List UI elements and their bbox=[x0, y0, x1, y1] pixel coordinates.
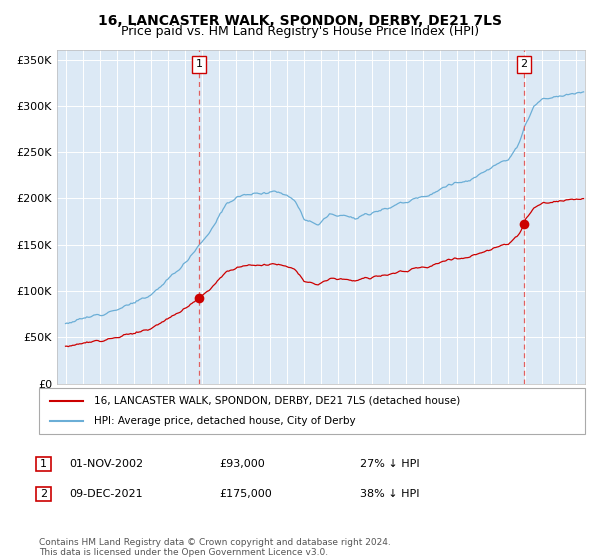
Text: Contains HM Land Registry data © Crown copyright and database right 2024.
This d: Contains HM Land Registry data © Crown c… bbox=[39, 538, 391, 557]
Text: 09-DEC-2021: 09-DEC-2021 bbox=[69, 489, 143, 499]
Text: Price paid vs. HM Land Registry's House Price Index (HPI): Price paid vs. HM Land Registry's House … bbox=[121, 25, 479, 38]
Text: £175,000: £175,000 bbox=[219, 489, 272, 499]
Text: HPI: Average price, detached house, City of Derby: HPI: Average price, detached house, City… bbox=[94, 416, 355, 426]
Text: 27% ↓ HPI: 27% ↓ HPI bbox=[360, 459, 419, 469]
Text: 16, LANCASTER WALK, SPONDON, DERBY, DE21 7LS: 16, LANCASTER WALK, SPONDON, DERBY, DE21… bbox=[98, 14, 502, 28]
Text: 1: 1 bbox=[196, 59, 202, 69]
Text: 2: 2 bbox=[40, 489, 47, 499]
FancyBboxPatch shape bbox=[35, 487, 51, 501]
FancyBboxPatch shape bbox=[35, 456, 51, 471]
Text: 2: 2 bbox=[520, 59, 527, 69]
Text: £93,000: £93,000 bbox=[219, 459, 265, 469]
Text: 1: 1 bbox=[40, 459, 47, 469]
Text: 38% ↓ HPI: 38% ↓ HPI bbox=[360, 489, 419, 499]
Text: 16, LANCASTER WALK, SPONDON, DERBY, DE21 7LS (detached house): 16, LANCASTER WALK, SPONDON, DERBY, DE21… bbox=[94, 396, 460, 406]
FancyBboxPatch shape bbox=[39, 388, 585, 434]
Text: 01-NOV-2002: 01-NOV-2002 bbox=[69, 459, 143, 469]
